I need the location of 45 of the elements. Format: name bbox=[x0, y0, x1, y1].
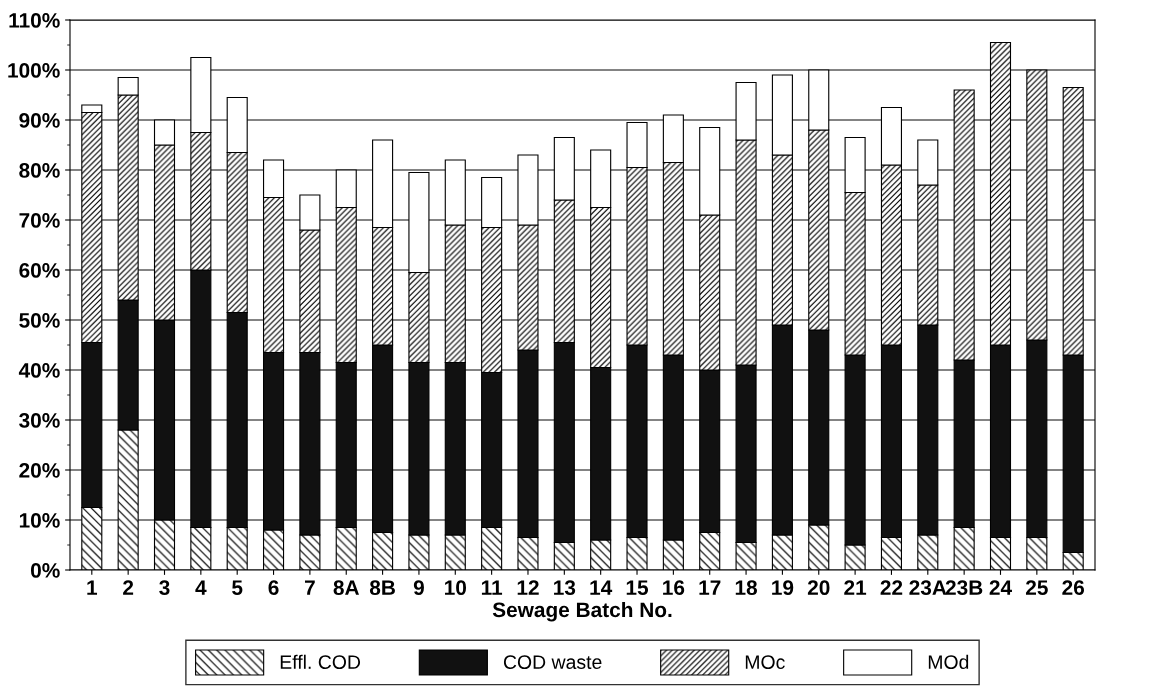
x-tick-label: 3 bbox=[159, 580, 170, 596]
x-tick-label: 13 bbox=[554, 580, 576, 596]
y-tick-label: 30% bbox=[19, 413, 60, 428]
x-tick-label: 8B bbox=[369, 580, 395, 596]
x-tick-label: 25 bbox=[1025, 580, 1048, 596]
x-tick-label: 9 bbox=[413, 580, 424, 596]
y-tick-label: 80% bbox=[19, 163, 60, 178]
x-tick-label: 10 bbox=[445, 580, 467, 596]
x-tick-label: 5 bbox=[232, 580, 243, 596]
x-tick-label: 23A bbox=[909, 580, 947, 596]
y-tick-label: 60% bbox=[19, 263, 60, 278]
x-tick-label: 18 bbox=[735, 580, 758, 596]
y-tick-label: 90% bbox=[19, 113, 60, 128]
x-tick-label: 12 bbox=[517, 580, 539, 595]
y-tick-label: 70% bbox=[19, 213, 60, 228]
x-tick-label: 4 bbox=[195, 580, 207, 595]
legend-label: MOd bbox=[928, 654, 969, 669]
y-tick-label: 0% bbox=[30, 563, 60, 578]
x-tick-label: 21 bbox=[844, 580, 867, 595]
x-tick-label: 11 bbox=[481, 580, 503, 595]
legend-label: MOc bbox=[745, 655, 785, 669]
y-tick-label: 110% bbox=[9, 13, 60, 28]
y-tick-label: 10% bbox=[19, 513, 60, 528]
x-axis-title: Sewage Batch No. bbox=[492, 601, 672, 622]
legend-label: Effl. COD bbox=[280, 654, 361, 669]
x-tick-label: 17 bbox=[699, 580, 721, 595]
x-tick-label: 2 bbox=[123, 580, 134, 595]
x-tick-label: 8A bbox=[333, 580, 360, 596]
x-tick-label: 20 bbox=[807, 580, 830, 596]
x-tick-label: 26 bbox=[1062, 580, 1085, 596]
x-tick-label: 22 bbox=[880, 580, 903, 595]
x-tick-label: 19 bbox=[772, 580, 794, 596]
x-tick-label: 16 bbox=[663, 580, 685, 596]
x-tick-label: 1 bbox=[87, 580, 98, 595]
x-tick-label: 24 bbox=[989, 580, 1012, 595]
x-tick-label: 14 bbox=[590, 580, 613, 595]
y-tick-label: 100% bbox=[8, 63, 60, 78]
y-tick-label: 20% bbox=[19, 463, 60, 478]
x-tick-label: 6 bbox=[268, 580, 279, 596]
x-tick-label: 23B bbox=[945, 580, 983, 596]
x-tick-label: 15 bbox=[626, 580, 649, 596]
x-tick-label: 7 bbox=[305, 580, 315, 595]
legend-label: COD waste bbox=[503, 655, 602, 669]
y-tick-label: 40% bbox=[18, 363, 60, 378]
y-tick-label: 50% bbox=[19, 313, 60, 328]
